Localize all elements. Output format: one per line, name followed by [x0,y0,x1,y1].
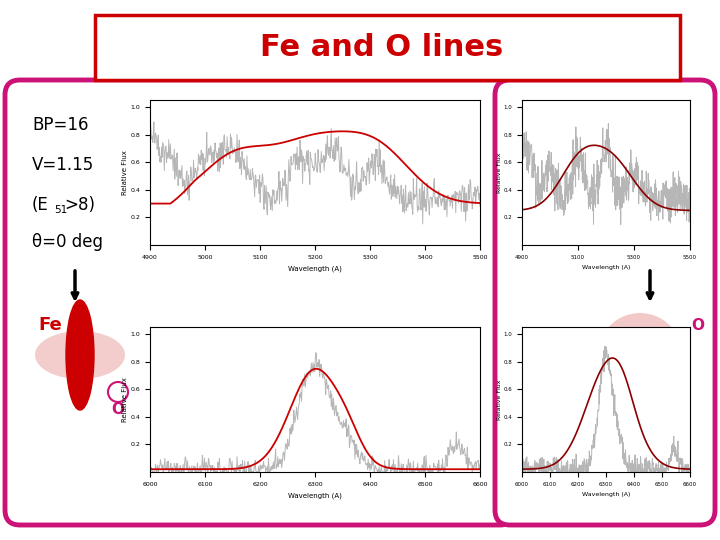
X-axis label: Wavelength (A): Wavelength (A) [582,492,630,497]
Circle shape [108,382,128,402]
Ellipse shape [66,300,94,410]
X-axis label: Wavelength (A): Wavelength (A) [288,265,342,272]
X-axis label: Wavelength (A): Wavelength (A) [582,265,630,271]
Y-axis label: Relative Flux: Relative Flux [122,377,127,422]
FancyBboxPatch shape [95,15,680,80]
Text: Fe: Fe [627,348,644,361]
Circle shape [620,335,660,375]
Text: O: O [112,402,125,417]
Circle shape [598,313,682,397]
Text: V=1.15: V=1.15 [32,156,94,174]
Y-axis label: Relative Flux: Relative Flux [497,152,502,193]
Text: O: O [691,318,704,333]
Text: Fe: Fe [38,316,62,334]
Text: 51: 51 [54,205,67,215]
Text: >8): >8) [557,196,588,214]
Text: (E: (E [525,196,541,214]
Text: V=1.15: V=1.15 [525,156,588,174]
Text: >8): >8) [64,196,95,214]
Text: 51: 51 [547,205,560,215]
X-axis label: Wavelength (A): Wavelength (A) [288,492,342,499]
Y-axis label: Relative Flux: Relative Flux [122,150,127,195]
Text: BP=1: BP=1 [525,116,571,134]
Text: BP=16: BP=16 [32,116,89,134]
FancyBboxPatch shape [495,80,715,525]
FancyBboxPatch shape [5,80,515,525]
Text: Fe and O lines: Fe and O lines [261,33,503,63]
Text: (E: (E [32,196,49,214]
Text: θ=0 deg: θ=0 deg [32,233,103,251]
Ellipse shape [35,331,125,379]
Y-axis label: Relative Flux: Relative Flux [497,379,502,420]
